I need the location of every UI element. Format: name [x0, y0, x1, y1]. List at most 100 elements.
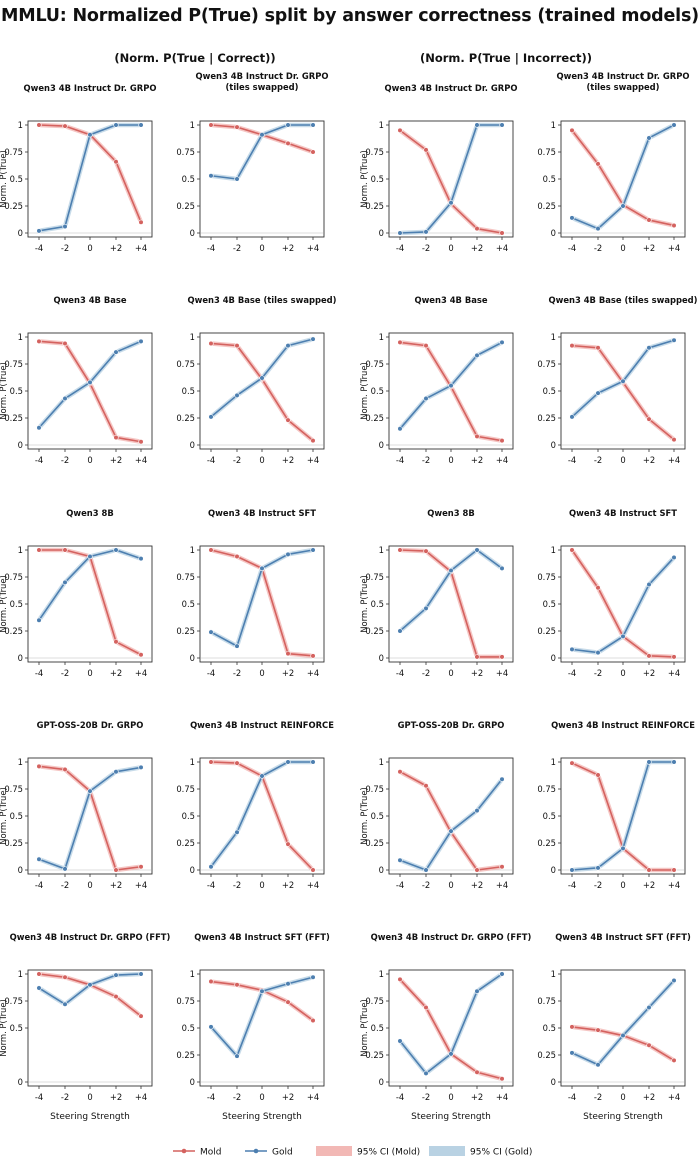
- gold-point: [285, 122, 291, 128]
- gold-point: [259, 565, 265, 571]
- y-tick-label: 0: [379, 653, 384, 663]
- x-tick-label: +4: [307, 668, 319, 678]
- mold-ci-band: [36, 547, 144, 658]
- y-tick-label: 0.5: [10, 599, 23, 609]
- gold-point: [595, 865, 601, 871]
- subplot-title: Qwen3 8B: [427, 508, 474, 518]
- y-tick-label: 0.5: [371, 599, 384, 609]
- x-tick-label: +2: [643, 668, 655, 678]
- gold-point: [87, 982, 93, 988]
- y-tick-label: 0.5: [371, 1023, 384, 1033]
- x-tick-label: -2: [233, 243, 241, 253]
- subplot-title: Qwen3 4B Instruct Dr. GRPO (FFT): [10, 932, 171, 942]
- column-header: (Norm. P(True | Correct)): [114, 51, 275, 65]
- x-tick-label: +4: [307, 1092, 319, 1102]
- gold-point: [259, 988, 265, 994]
- y-tick-label: 0.75: [365, 147, 384, 157]
- y-tick-label: 0: [551, 228, 556, 238]
- mold-point: [595, 585, 601, 591]
- y-tick-label: 1: [190, 545, 195, 555]
- x-tick-label: -4: [35, 455, 43, 465]
- y-axis-label: Norm. P(True): [359, 999, 369, 1057]
- y-tick-label: 1: [551, 969, 556, 979]
- gold-series-line: [210, 549, 314, 647]
- x-tick-label: +4: [307, 243, 319, 253]
- gold-point: [310, 974, 316, 980]
- y-tick-label: 0.5: [371, 174, 384, 184]
- mold-point: [36, 338, 42, 344]
- mold-point: [499, 864, 505, 870]
- gold-point: [595, 1062, 601, 1068]
- mold-series-line: [39, 549, 142, 656]
- mold-point: [138, 1013, 144, 1019]
- x-tick-label: -4: [568, 1092, 576, 1102]
- mold-point: [138, 219, 144, 225]
- y-tick-label: 0: [190, 1077, 195, 1087]
- x-tick-label: -4: [568, 880, 576, 890]
- mold-point: [595, 1027, 601, 1033]
- x-tick-label: +2: [282, 668, 294, 678]
- x-tick-label: 0: [620, 243, 625, 253]
- subplot-title: GPT-OSS-20B Dr. GRPO: [37, 720, 144, 730]
- y-tick-label: 0: [18, 653, 23, 663]
- x-tick-label: +4: [135, 243, 147, 253]
- x-tick-label: 0: [620, 1092, 625, 1102]
- x-tick-label: -4: [35, 1092, 43, 1102]
- x-tick-label: 0: [448, 1092, 453, 1102]
- gold-point: [671, 759, 677, 765]
- x-tick-label: -4: [396, 880, 404, 890]
- mold-point: [113, 994, 119, 1000]
- x-tick-label: +4: [496, 880, 508, 890]
- gold-point: [474, 547, 480, 553]
- gold-point: [646, 759, 652, 765]
- x-tick-label: +4: [668, 455, 680, 465]
- y-tick-label: 0.75: [365, 359, 384, 369]
- x-tick-label: -2: [233, 668, 241, 678]
- mold-point: [595, 161, 601, 167]
- x-tick-label: +4: [496, 668, 508, 678]
- y-tick-label: 0.25: [365, 1050, 384, 1060]
- mold-point: [285, 651, 291, 657]
- mold-point: [62, 547, 68, 553]
- y-tick-label: 1: [190, 332, 195, 342]
- gold-point: [397, 1038, 403, 1044]
- mold-point: [285, 841, 291, 847]
- mold-ci-band: [397, 769, 505, 873]
- mold-point: [208, 978, 214, 985]
- mold-point: [569, 1024, 575, 1030]
- gold-point: [448, 567, 454, 574]
- x-axis-label: Steering Strength: [411, 1112, 491, 1122]
- mold-point: [310, 438, 316, 444]
- gold-point: [646, 135, 652, 141]
- subplot-title: Qwen3 8B: [66, 508, 113, 518]
- subplot-title: GPT-OSS-20B Dr. GRPO: [398, 720, 505, 730]
- gold-point: [423, 229, 429, 235]
- y-axis-label: Norm. P(True): [0, 787, 8, 845]
- mold-series-line: [571, 549, 675, 658]
- gold-point: [595, 226, 601, 232]
- mold-point: [671, 437, 677, 443]
- x-tick-label: -2: [233, 1092, 241, 1102]
- gold-point: [671, 122, 677, 128]
- gold-series-line: [571, 761, 674, 871]
- x-tick-label: -4: [207, 455, 215, 465]
- gold-point: [397, 230, 403, 236]
- gold-point: [87, 379, 93, 385]
- y-tick-label: 0: [190, 440, 195, 450]
- subplot-title: (tiles swapped): [586, 82, 659, 92]
- x-tick-label: +2: [643, 243, 655, 253]
- gold-point: [423, 605, 429, 611]
- mold-point: [234, 343, 240, 349]
- gold-ci-band: [36, 122, 144, 234]
- y-axis-label: Norm. P(True): [0, 999, 8, 1057]
- gold-point: [448, 383, 454, 389]
- gold-point: [671, 554, 677, 561]
- x-tick-label: 0: [87, 1092, 92, 1102]
- y-tick-label: 0.75: [4, 147, 23, 157]
- x-tick-label: +2: [643, 880, 655, 890]
- x-tick-label: +2: [643, 1092, 655, 1102]
- x-tick-label: +4: [668, 880, 680, 890]
- y-tick-label: 0.25: [537, 201, 556, 211]
- gold-point: [499, 971, 505, 977]
